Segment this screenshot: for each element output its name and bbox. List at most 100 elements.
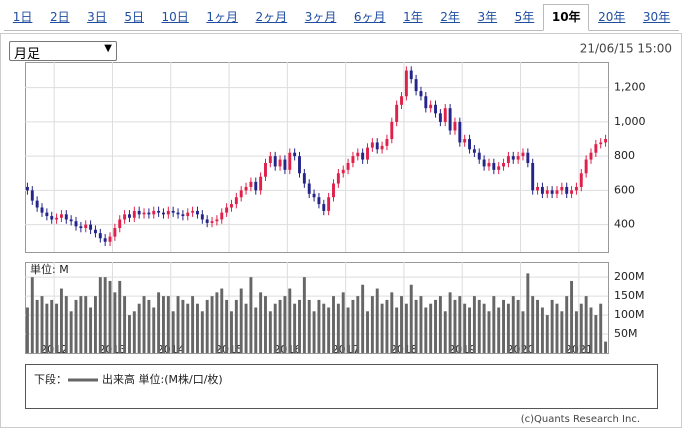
period-select[interactable]: 月足 ▼ [9, 41, 117, 62]
candle-body [59, 214, 63, 218]
candle-body [113, 228, 117, 237]
candle-body [390, 121, 394, 140]
candle-body [443, 108, 447, 122]
period-tab[interactable]: 2年 [440, 10, 460, 24]
candle-body [536, 186, 540, 191]
volume-bar [157, 292, 161, 353]
candle-body [521, 152, 525, 157]
volume-bar [298, 299, 301, 353]
volume-bar [74, 299, 78, 353]
volume-bar [288, 288, 292, 353]
volume-bar [540, 307, 544, 353]
candle-body [69, 219, 73, 222]
candle-body [225, 207, 229, 213]
volume-bar [400, 296, 403, 353]
select-text: 月足 [14, 47, 41, 62]
candle-body [55, 217, 59, 220]
candle-body [171, 210, 175, 213]
period-tab[interactable]: 5年 [514, 10, 535, 24]
volume-bar [200, 311, 204, 353]
candle-body [424, 96, 428, 109]
period-tab[interactable]: 10日 [161, 10, 189, 24]
candle-body [458, 121, 462, 143]
volume-bar [468, 307, 471, 353]
volume-bar [181, 299, 185, 353]
volume-bar [579, 303, 583, 353]
candle-body [589, 152, 593, 160]
period-tab[interactable]: 6ヶ月 [353, 10, 386, 24]
volume-bar [283, 296, 287, 353]
candle-body [249, 181, 253, 187]
candle-body [30, 190, 34, 201]
volume-bar [84, 296, 88, 353]
candle-body [307, 183, 311, 194]
volume-bar [497, 307, 501, 353]
candle-body [93, 229, 97, 234]
candle-body [560, 186, 564, 191]
period-tab[interactable]: 2ヶ月 [255, 10, 288, 24]
volume-bar [103, 277, 107, 353]
volume-bar [487, 311, 491, 353]
volume-bar [375, 288, 379, 353]
volume-bar [264, 296, 267, 353]
volume-bar [69, 311, 73, 353]
volume-bar [273, 303, 277, 353]
candle-body [89, 224, 93, 230]
volume-bar [191, 296, 195, 353]
volume-bar [137, 303, 141, 353]
volume-bar [604, 341, 608, 353]
candle-body [166, 210, 170, 215]
candle-body [50, 216, 54, 220]
candle-body [332, 183, 335, 198]
volume-bar [186, 303, 190, 353]
period-tab[interactable]: 30年 [642, 10, 671, 24]
candle-body [506, 156, 510, 163]
x-tick-label: 2020 [507, 343, 535, 356]
x-tick-label: 2016 [273, 343, 301, 356]
candle-body [273, 156, 277, 167]
volume-bar [254, 307, 258, 353]
volume-bar [45, 303, 49, 353]
candle-body [327, 197, 331, 211]
period-tab[interactable]: 3日 [87, 10, 107, 24]
candle-body [341, 169, 345, 174]
select-arrow: ▼ [104, 43, 112, 54]
period-tab[interactable]: 1年 [403, 10, 423, 24]
volume-bar [429, 303, 433, 353]
candle-body [472, 149, 476, 153]
candle-body [118, 219, 122, 229]
volume-bar [142, 296, 146, 353]
period-tab[interactable]: 5日 [124, 10, 144, 24]
candle-body [45, 212, 49, 217]
volume-bar [438, 296, 442, 353]
period-tab[interactable]: 20年 [598, 10, 626, 24]
candle-body [268, 156, 272, 163]
period-tab[interactable]: 1日 [12, 10, 33, 24]
volume-bar [574, 311, 578, 353]
volume-bar [127, 315, 131, 353]
period-tab[interactable]: 10年 [543, 4, 590, 31]
volume-bar [419, 296, 423, 353]
candle-body [380, 145, 384, 150]
candle-body [409, 70, 413, 80]
period-tab[interactable]: 3ヶ月 [304, 10, 337, 24]
volume-bar [98, 277, 102, 353]
volume-bar [40, 296, 44, 353]
volume-bar [550, 299, 554, 353]
period-tab[interactable]: 1ヶ月 [206, 10, 238, 24]
y-tick-label: 50M [614, 327, 638, 340]
candle-body [234, 197, 238, 205]
period-tab[interactable]: 3年 [477, 10, 498, 24]
volume-bar [404, 303, 408, 353]
volume-bar [210, 296, 214, 353]
candle-body [351, 156, 355, 163]
volume-bar [506, 303, 510, 353]
period-tab[interactable]: 2日 [49, 10, 70, 24]
volume-bar [565, 296, 569, 353]
volume-bar [259, 292, 263, 353]
candle-body [35, 200, 39, 208]
candle-body [205, 219, 209, 223]
volume-bar [322, 303, 326, 353]
volume-bar [147, 299, 151, 353]
